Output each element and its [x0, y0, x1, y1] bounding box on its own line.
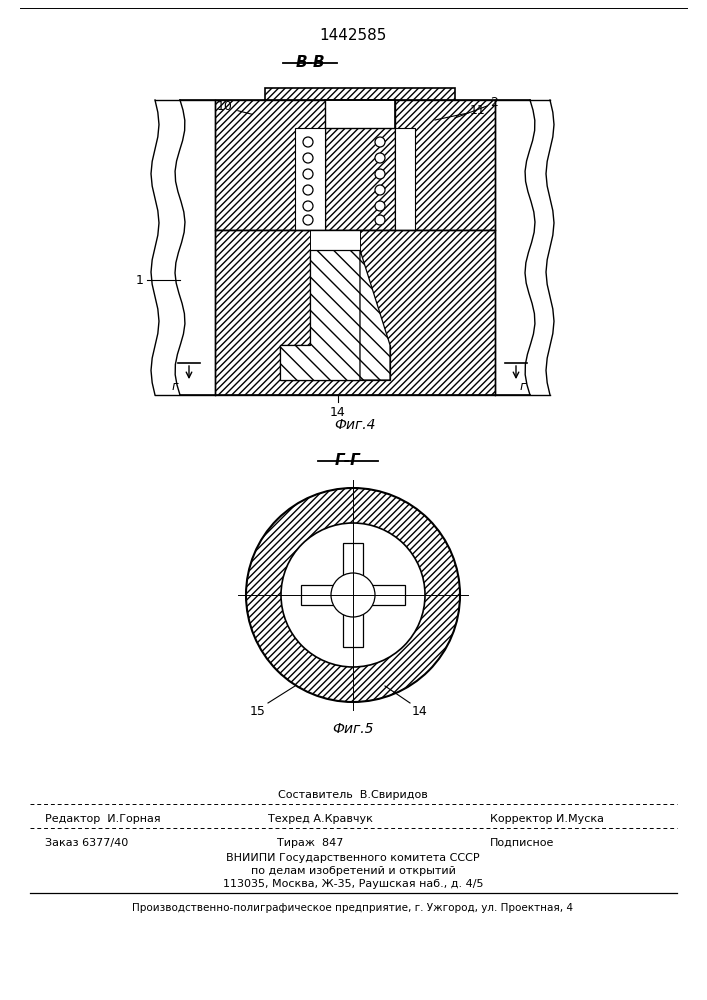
Text: г: г	[172, 379, 178, 392]
Polygon shape	[310, 230, 360, 250]
Text: ВНИИПИ Государственного комитета СССР: ВНИИПИ Государственного комитета СССР	[226, 853, 480, 863]
Text: 1442585: 1442585	[320, 28, 387, 43]
Polygon shape	[495, 100, 550, 395]
Polygon shape	[325, 128, 395, 230]
Text: 1: 1	[136, 273, 144, 286]
Circle shape	[303, 185, 313, 195]
Polygon shape	[301, 585, 405, 605]
Text: Г-Г: Г-Г	[335, 453, 361, 468]
Polygon shape	[215, 230, 495, 395]
Text: Тираж  847: Тираж 847	[277, 838, 343, 848]
Polygon shape	[155, 100, 215, 395]
Polygon shape	[360, 250, 390, 380]
Circle shape	[303, 137, 313, 147]
Text: Фиг.5: Фиг.5	[332, 722, 374, 736]
Circle shape	[303, 201, 313, 211]
Text: Фиг.4: Фиг.4	[334, 418, 375, 432]
Text: Подписное: Подписное	[490, 838, 554, 848]
Circle shape	[375, 153, 385, 163]
Text: Заказ 6377/40: Заказ 6377/40	[45, 838, 128, 848]
Polygon shape	[215, 100, 325, 230]
Circle shape	[375, 137, 385, 147]
Polygon shape	[265, 88, 455, 128]
Circle shape	[246, 488, 460, 702]
Text: 2: 2	[490, 97, 498, 109]
Text: 14: 14	[412, 705, 428, 718]
Text: Корректор И.Муска: Корректор И.Муска	[490, 814, 604, 824]
Text: Техред А.Кравчук: Техред А.Кравчук	[268, 814, 373, 824]
Polygon shape	[310, 250, 360, 345]
Text: 113035, Москва, Ж-35, Раушская наб., д. 4/5: 113035, Москва, Ж-35, Раушская наб., д. …	[223, 879, 484, 889]
Text: 11: 11	[470, 104, 486, 116]
Polygon shape	[280, 345, 390, 380]
Polygon shape	[395, 128, 415, 230]
Circle shape	[303, 153, 313, 163]
Circle shape	[375, 201, 385, 211]
Text: 10: 10	[217, 100, 233, 112]
Circle shape	[375, 185, 385, 195]
Polygon shape	[280, 250, 360, 380]
Text: Редактор  И.Горная: Редактор И.Горная	[45, 814, 160, 824]
Circle shape	[303, 169, 313, 179]
Text: 14: 14	[330, 406, 346, 419]
Text: Производственно-полиграфическое предприятие, г. Ужгород, ул. Проектная, 4: Производственно-полиграфическое предприя…	[132, 903, 573, 913]
Text: 15: 15	[250, 705, 266, 718]
Polygon shape	[295, 128, 325, 230]
Circle shape	[303, 215, 313, 225]
Text: В-В: В-В	[296, 55, 325, 70]
Text: Составитель  В.Свиридов: Составитель В.Свиридов	[278, 790, 428, 800]
Circle shape	[281, 523, 425, 667]
Polygon shape	[343, 543, 363, 647]
Text: по делам изобретений и открытий: по делам изобретений и открытий	[250, 866, 455, 876]
Circle shape	[375, 215, 385, 225]
Circle shape	[331, 573, 375, 617]
Text: г: г	[520, 379, 526, 392]
Polygon shape	[395, 100, 495, 230]
Circle shape	[375, 169, 385, 179]
